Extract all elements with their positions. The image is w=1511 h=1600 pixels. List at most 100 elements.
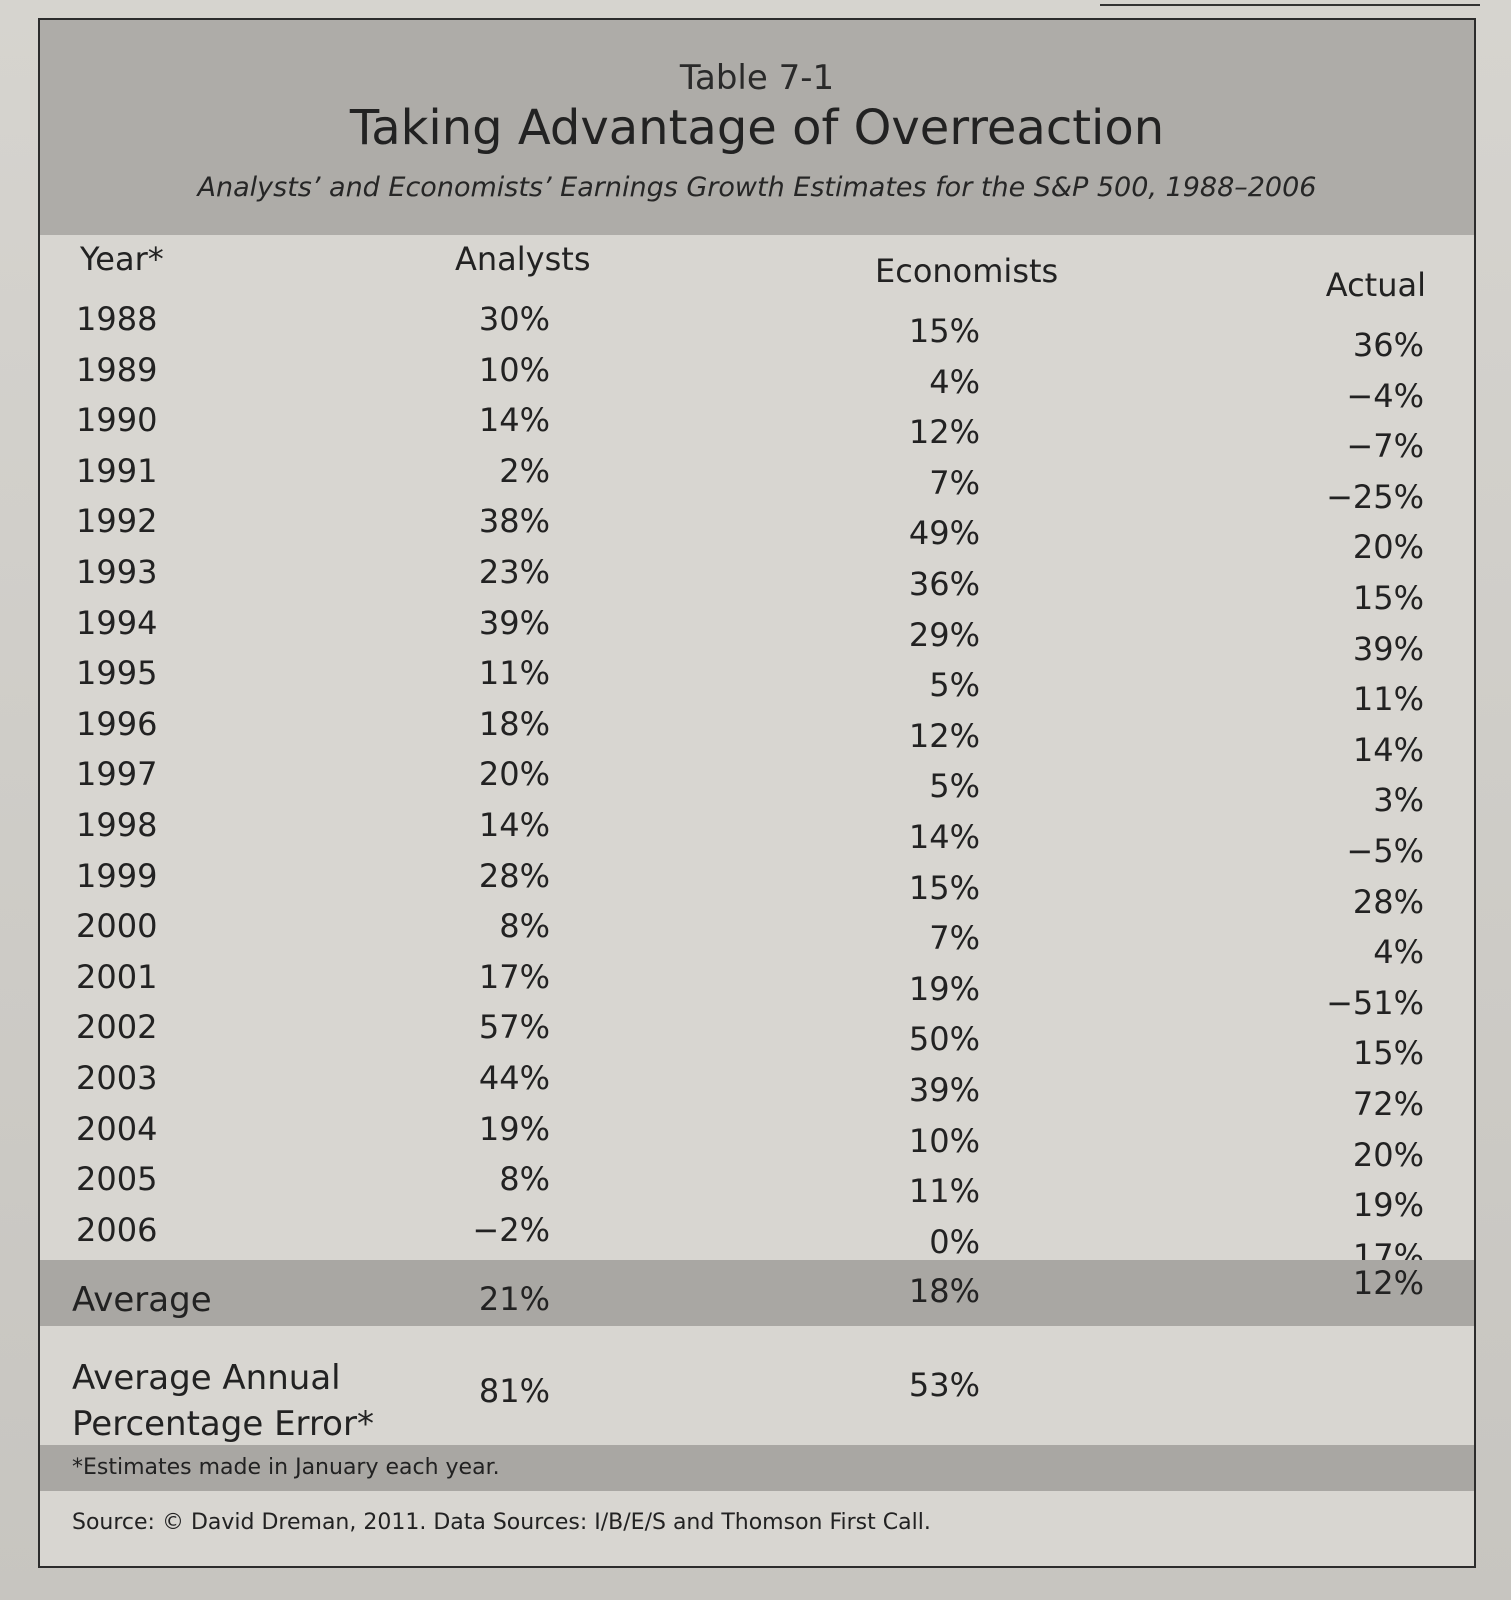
table-row: 1995 11% 5% 11% (40, 654, 1474, 718)
cell-economists: 5% (929, 767, 980, 806)
column-header-analysts: Analysts (455, 240, 591, 278)
cell-year: 2003 (76, 1058, 158, 1097)
cell-analysts: 39% (478, 603, 550, 642)
error-economists: 53% (908, 1366, 980, 1404)
cell-economists: 49% (908, 514, 980, 553)
table-row: 1989 10% 4% −4% (40, 350, 1474, 415)
cell-analysts: 10% (478, 350, 550, 389)
cell-economists: 50% (908, 1020, 980, 1059)
cell-analysts: 20% (478, 755, 550, 794)
cell-economists: 14% (908, 817, 980, 856)
cell-analysts: 30% (478, 300, 550, 338)
cell-year: 1995 (76, 654, 158, 693)
average-actual: 12% (1352, 1264, 1424, 1302)
cell-year: 1999 (76, 856, 158, 895)
cell-actual: 11% (1352, 680, 1424, 719)
table-subtitle: Analysts’ and Economists’ Earnings Growt… (197, 172, 1317, 203)
column-header-economists: Economists (875, 252, 1059, 290)
table-row: 1992 38% 49% 20% (40, 502, 1474, 566)
cell-actual: 28% (1352, 882, 1424, 921)
cell-year: 1992 (76, 502, 158, 541)
table-row: 2002 57% 50% 15% (40, 1008, 1474, 1072)
cell-economists: 19% (908, 969, 980, 1008)
table-title: Taking Advantage of Overreaction (349, 100, 1165, 156)
cell-year: 1990 (76, 401, 158, 440)
column-header-year: Year* (80, 240, 164, 278)
table-row: 2000 8% 7% 4% (40, 907, 1474, 971)
cell-economists: 10% (908, 1121, 980, 1160)
cell-analysts: 11% (478, 654, 550, 693)
cell-analysts: 8% (499, 907, 550, 946)
footnote-band: *Estimates made in January each year. (40, 1445, 1474, 1491)
error-label: Average Annual Percentage Error* (72, 1358, 374, 1444)
cell-actual: 15% (1352, 1034, 1424, 1073)
cell-economists: 0% (929, 1222, 980, 1261)
cell-economists: 12% (908, 413, 980, 452)
table-header-band: Table 7-1 Taking Advantage of Overreacti… (40, 20, 1474, 235)
cell-analysts: 18% (478, 704, 550, 743)
table-row: 1994 39% 29% 39% (40, 603, 1474, 668)
column-header-actual: Actual (1325, 266, 1426, 304)
cell-economists: 11% (908, 1172, 980, 1211)
cell-economists: 36% (908, 564, 980, 603)
cell-economists: 15% (908, 312, 980, 350)
cell-actual: 36% (1352, 326, 1424, 364)
cell-analysts: 8% (499, 1160, 550, 1199)
cell-economists: 29% (908, 615, 980, 654)
cell-analysts: 38% (478, 502, 550, 541)
cell-analysts: 14% (478, 805, 550, 844)
cell-actual: −5% (1346, 831, 1424, 870)
table-row: 1996 18% 12% 14% (40, 704, 1474, 769)
cell-year: 2000 (76, 907, 158, 946)
cell-analysts: −2% (472, 1210, 550, 1249)
cell-analysts: 17% (478, 957, 550, 996)
cell-actual: −4% (1346, 376, 1424, 415)
table-row: 1988 30% 15% 36% (40, 300, 1474, 364)
table-row: 1997 20% 5% 3% (40, 755, 1474, 819)
table-row: 2005 8% 11% 19% (40, 1160, 1474, 1224)
cell-actual: 72% (1352, 1084, 1424, 1123)
cell-actual: −51% (1326, 983, 1424, 1022)
cell-actual: −7% (1346, 427, 1424, 466)
table-number: Table 7-1 (679, 58, 835, 98)
cell-analysts: 2% (499, 451, 550, 490)
average-analysts: 21% (478, 1280, 550, 1318)
table-row: 2003 44% 39% 72% (40, 1058, 1474, 1123)
cell-analysts: 57% (478, 1008, 550, 1047)
cell-actual: 4% (1373, 933, 1424, 972)
table-row: 1999 28% 15% 28% (40, 856, 1474, 921)
cell-analysts: 19% (478, 1109, 550, 1148)
table-row: 1990 14% 12% −7% (40, 401, 1474, 465)
cell-analysts: 28% (478, 856, 550, 895)
cell-analysts: 44% (478, 1058, 550, 1097)
table-frame: Table 7-1 Taking Advantage of Overreacti… (38, 18, 1476, 1568)
cell-actual: 39% (1352, 629, 1424, 668)
footnote: *Estimates made in January each year. (72, 1455, 500, 1480)
table-body: 1988 30% 15% 36% 1989 10% 4% −4% 1990 14% 12% −7% 19… (40, 300, 1474, 1275)
cell-year: 1996 (76, 704, 158, 743)
cell-year: 2002 (76, 1008, 158, 1047)
average-row: Average 21% 18% 12% (40, 1260, 1474, 1326)
cell-actual: 20% (1352, 1135, 1424, 1174)
cell-year: 1997 (76, 755, 158, 794)
page-rule (1100, 4, 1480, 6)
error-analysts: 81% (478, 1372, 550, 1410)
cell-economists: 7% (929, 919, 980, 958)
cell-year: 1998 (76, 805, 158, 844)
table-row: 1993 23% 36% 15% (40, 553, 1474, 617)
cell-actual: 3% (1373, 781, 1424, 820)
cell-year: 2001 (76, 957, 158, 996)
cell-actual: 14% (1352, 730, 1424, 769)
cell-actual: −25% (1326, 477, 1424, 516)
average-label: Average (72, 1280, 212, 1320)
cell-economists: 4% (929, 362, 980, 401)
cell-economists: 7% (929, 463, 980, 502)
cell-economists: 5% (929, 666, 980, 705)
cell-year: 2004 (76, 1109, 158, 1148)
average-economists: 18% (908, 1272, 980, 1310)
cell-economists: 39% (908, 1070, 980, 1109)
cell-actual: 15% (1352, 578, 1424, 617)
cell-year: 1991 (76, 451, 158, 490)
cell-year: 1994 (76, 603, 158, 642)
